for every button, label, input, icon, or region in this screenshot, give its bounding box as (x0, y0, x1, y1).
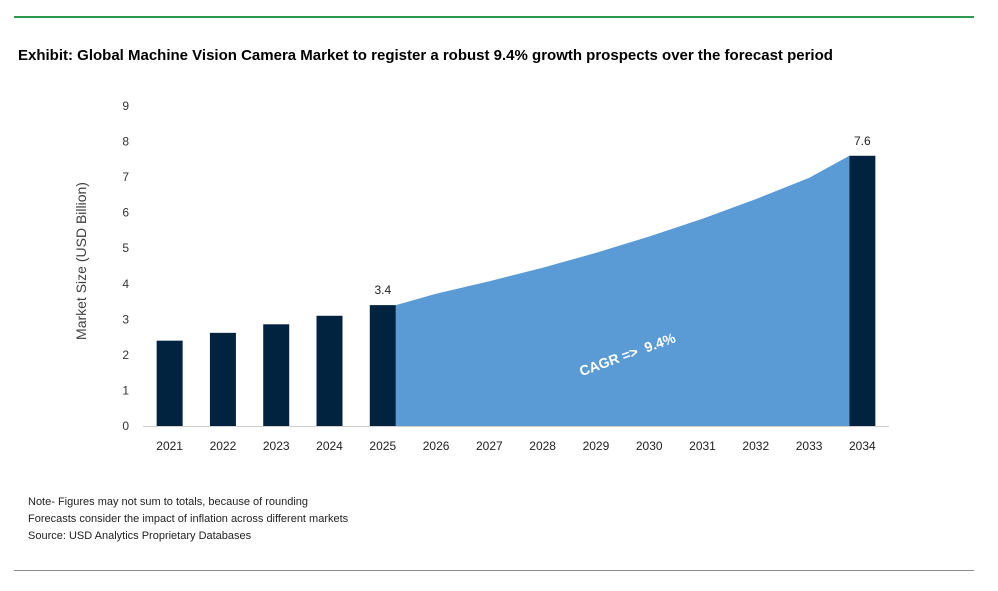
bars (156, 155, 876, 426)
y-tick-label: 9 (122, 99, 129, 113)
bar-2023 (263, 324, 290, 426)
x-tick-label: 2025 (369, 439, 396, 453)
x-tick-label: 2034 (849, 439, 876, 453)
bar-2021 (156, 340, 183, 426)
note-line: Forecasts consider the impact of inflati… (28, 513, 349, 525)
x-tick-label: 2021 (156, 439, 183, 453)
y-tick-label: 8 (122, 135, 129, 149)
x-tick-label: 2026 (423, 439, 450, 453)
x-tick-label: 2029 (583, 439, 610, 453)
y-tick-label: 1 (122, 383, 129, 397)
chart-title: Exhibit: Global Machine Vision Camera Ma… (18, 47, 833, 64)
bar-2025 (369, 305, 396, 426)
bar-2024 (316, 315, 343, 426)
bottom-rule (14, 570, 974, 571)
source-line: Source: USD Analytics Proprietary Databa… (28, 530, 252, 542)
x-tick-label: 2031 (689, 439, 716, 453)
bar-2022 (209, 332, 236, 426)
x-axis-ticks: 2021 2022 2023 2024 2025 2026 2027 2028 2029 2030… (156, 439, 876, 453)
x-tick-label: 2030 (636, 439, 663, 453)
y-tick-label: 0 (122, 419, 129, 433)
x-tick-label: 2024 (316, 439, 343, 453)
top-rule (14, 16, 974, 18)
bar-2034 (849, 155, 876, 426)
y-tick-label: 5 (122, 241, 129, 255)
note-line: Note- Figures may not sum to totals, bec… (28, 496, 309, 508)
forecast-area (395, 155, 850, 426)
y-tick-label: 4 (122, 277, 129, 291)
x-tick-label: 2032 (742, 439, 769, 453)
data-label: 7.6 (854, 134, 871, 148)
x-tick-label: 2028 (529, 439, 556, 453)
y-tick-label: 2 (122, 348, 129, 362)
y-tick-label: 3 (122, 312, 129, 326)
data-label: 3.4 (374, 283, 391, 297)
y-tick-label: 6 (122, 206, 129, 220)
y-tick-label: 7 (122, 170, 129, 184)
y-axis-ticks: 0 1 2 3 4 5 6 7 8 9 (122, 99, 129, 433)
x-tick-label: 2023 (263, 439, 290, 453)
y-axis-label: Market Size (USD Billion) (73, 182, 89, 340)
x-tick-label: 2033 (796, 439, 823, 453)
notes: Note- Figures may not sum to totals, bec… (28, 494, 348, 545)
data-labels: 3.4 7.6 (374, 134, 871, 297)
x-tick-label: 2027 (476, 439, 503, 453)
x-tick-label: 2022 (210, 439, 237, 453)
